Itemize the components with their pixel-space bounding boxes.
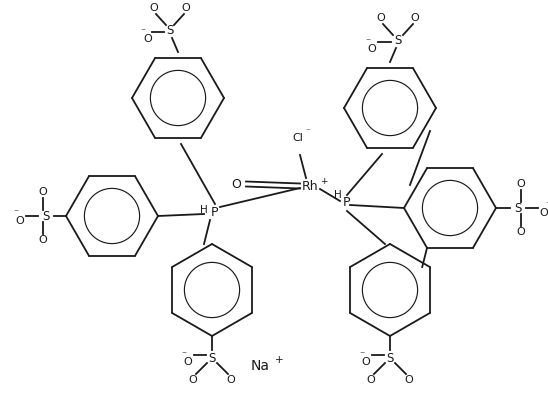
Text: O: O	[150, 3, 158, 13]
Text: O: O	[517, 227, 526, 237]
Text: O: O	[368, 44, 376, 54]
Text: O: O	[410, 13, 419, 23]
Text: ⁻: ⁻	[181, 350, 186, 360]
Text: S: S	[386, 352, 393, 364]
Text: S: S	[166, 24, 174, 36]
Text: S: S	[395, 33, 402, 47]
Text: ⁻: ⁻	[306, 127, 310, 137]
Text: O: O	[189, 375, 197, 385]
Text: +: +	[320, 177, 328, 186]
Text: ⁻: ⁻	[140, 27, 146, 37]
Text: O: O	[517, 179, 526, 189]
Text: ⁻: ⁻	[14, 208, 19, 218]
Text: O: O	[231, 177, 241, 191]
Text: S: S	[208, 352, 216, 364]
Text: H: H	[200, 205, 208, 215]
Text: H: H	[334, 190, 342, 200]
Text: O: O	[16, 216, 24, 226]
Text: S: S	[515, 202, 522, 215]
Text: P: P	[342, 197, 350, 209]
Text: ⁻: ⁻	[359, 350, 364, 360]
Text: ⁻: ⁻	[545, 200, 548, 210]
Text: O: O	[367, 375, 375, 385]
Text: O: O	[184, 357, 192, 367]
Text: O: O	[376, 13, 385, 23]
Text: Cl: Cl	[293, 133, 304, 143]
Text: O: O	[144, 34, 152, 44]
Text: Na: Na	[250, 359, 270, 373]
Text: P: P	[210, 206, 218, 219]
Text: Rh: Rh	[302, 180, 318, 193]
Text: O: O	[227, 375, 236, 385]
Text: O: O	[38, 235, 47, 245]
Text: ⁻: ⁻	[366, 37, 370, 47]
Text: O: O	[540, 208, 548, 218]
Text: O: O	[404, 375, 413, 385]
Text: O: O	[362, 357, 370, 367]
Text: S: S	[42, 209, 50, 222]
Text: +: +	[275, 355, 283, 365]
Text: O: O	[181, 3, 190, 13]
Text: O: O	[38, 187, 47, 197]
